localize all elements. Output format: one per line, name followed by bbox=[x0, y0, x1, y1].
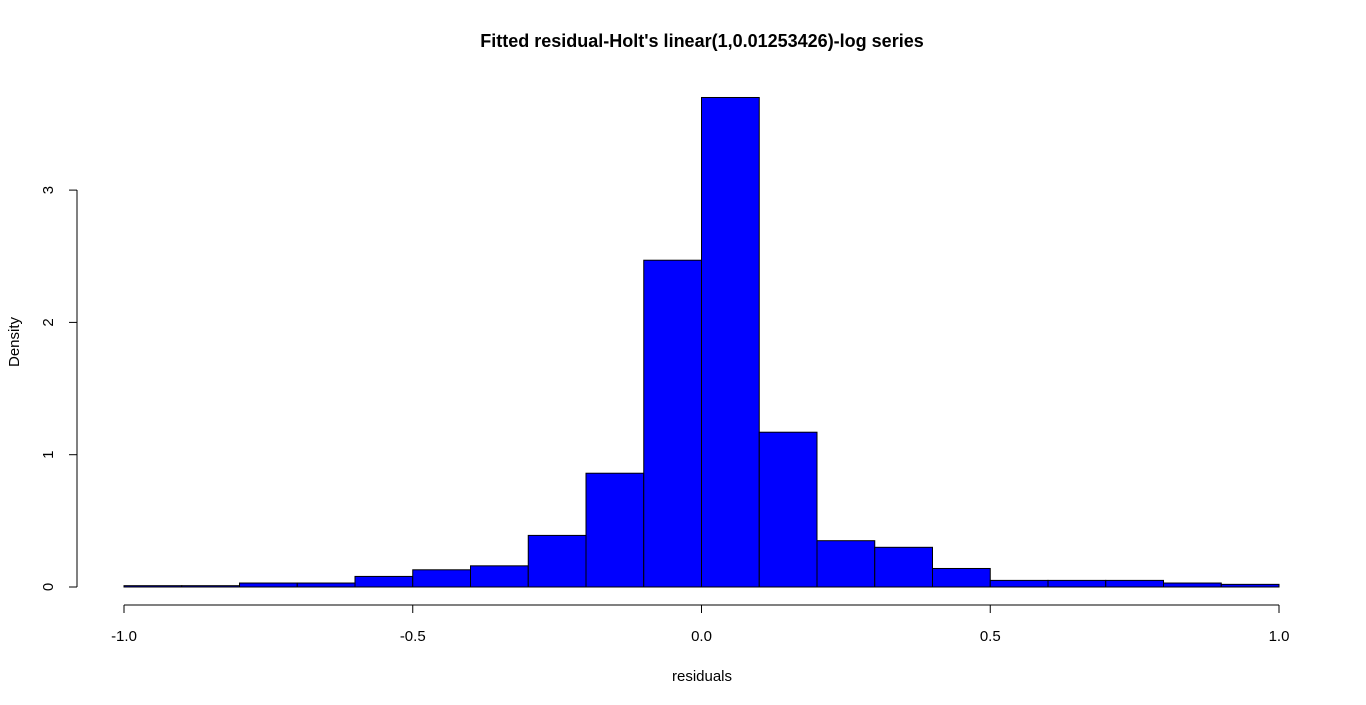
histogram-bar bbox=[470, 565, 529, 588]
histogram-bar bbox=[1105, 579, 1164, 588]
chart-title: Fitted residual-Holt's linear(1,0.012534… bbox=[480, 31, 923, 51]
histogram-bars bbox=[123, 96, 1280, 588]
y-tick-label: 0 bbox=[40, 583, 57, 591]
histogram-bar bbox=[701, 96, 760, 588]
histogram-bar bbox=[296, 582, 356, 588]
histogram-bar bbox=[354, 575, 414, 588]
histogram-bar bbox=[874, 546, 933, 588]
histogram-bar bbox=[239, 582, 298, 588]
x-tick-label: 1.0 bbox=[1269, 628, 1290, 645]
x-tick-label: 0.5 bbox=[980, 628, 1001, 645]
y-tick-label: 3 bbox=[40, 186, 57, 194]
histogram-bar bbox=[412, 569, 471, 588]
x-axis: -1.0 -0.5 0.0 0.5 1.0 bbox=[111, 604, 1290, 645]
histogram-bar bbox=[585, 472, 645, 588]
histogram-bar bbox=[989, 579, 1049, 588]
x-tick-label: 0.0 bbox=[691, 628, 712, 645]
histogram-bar bbox=[1163, 582, 1222, 588]
y-axis: 0 1 2 3 bbox=[40, 186, 78, 591]
histogram-bar bbox=[181, 585, 240, 588]
histogram-bar bbox=[643, 259, 702, 588]
histogram-bar bbox=[816, 540, 876, 588]
x-tick-label: -0.5 bbox=[400, 628, 426, 645]
y-tick-label: 1 bbox=[40, 451, 57, 459]
histogram-bar bbox=[123, 585, 183, 588]
x-axis-label: residuals bbox=[672, 668, 732, 685]
histogram-bar bbox=[1220, 583, 1280, 588]
histogram-bar bbox=[527, 534, 587, 588]
histogram-bar bbox=[1047, 579, 1107, 588]
y-tick-label: 2 bbox=[40, 318, 57, 326]
y-axis-label: Density bbox=[6, 316, 23, 367]
x-tick-label: -1.0 bbox=[111, 628, 137, 645]
histogram-bar bbox=[932, 567, 991, 588]
histogram-bar bbox=[758, 431, 818, 588]
